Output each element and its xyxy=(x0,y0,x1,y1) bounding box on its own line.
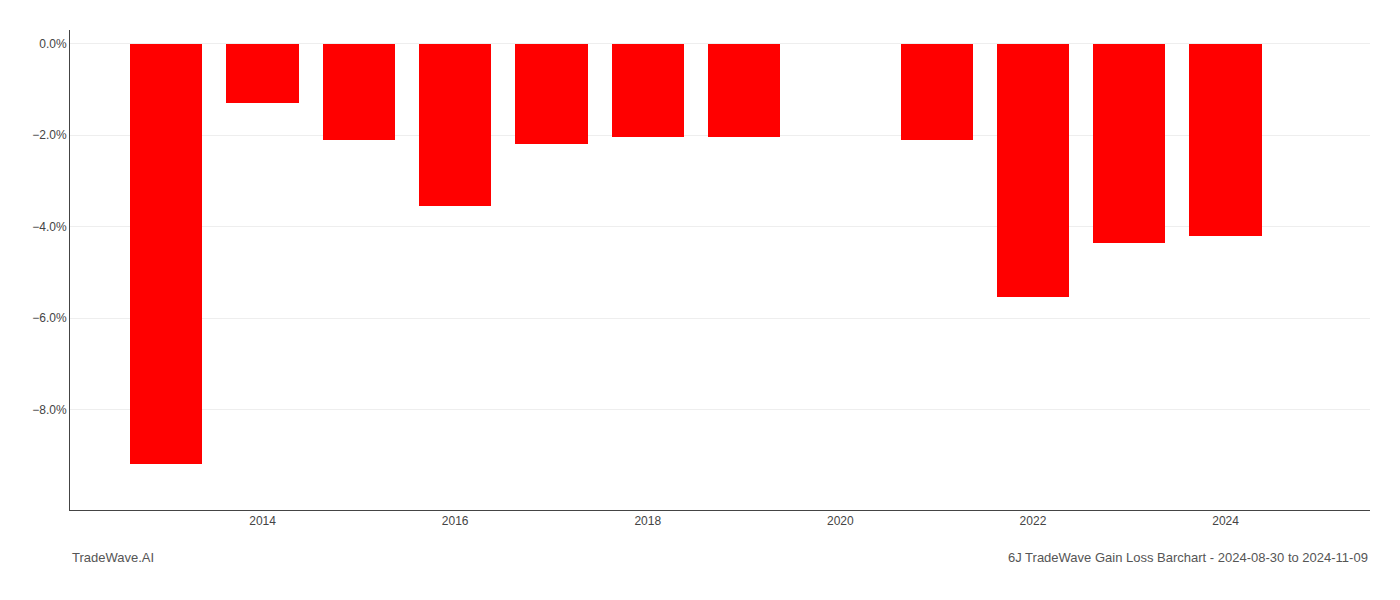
svg-text:2014: 2014 xyxy=(249,514,276,528)
svg-text:2018: 2018 xyxy=(634,514,661,528)
svg-text:2024: 2024 xyxy=(1212,514,1239,528)
svg-text:TradeWave.AI: TradeWave.AI xyxy=(72,550,154,565)
svg-text:−6.0%: −6.0% xyxy=(32,311,67,325)
svg-text:−4.0%: −4.0% xyxy=(32,220,67,234)
svg-text:2016: 2016 xyxy=(442,514,469,528)
svg-text:6J TradeWave Gain Loss Barchar: 6J TradeWave Gain Loss Barchart - 2024-0… xyxy=(1008,550,1368,565)
svg-text:−8.0%: −8.0% xyxy=(32,403,67,417)
svg-text:2022: 2022 xyxy=(1020,514,1047,528)
svg-text:0.0%: 0.0% xyxy=(39,37,67,51)
svg-text:2020: 2020 xyxy=(827,514,854,528)
svg-text:−2.0%: −2.0% xyxy=(32,128,67,142)
